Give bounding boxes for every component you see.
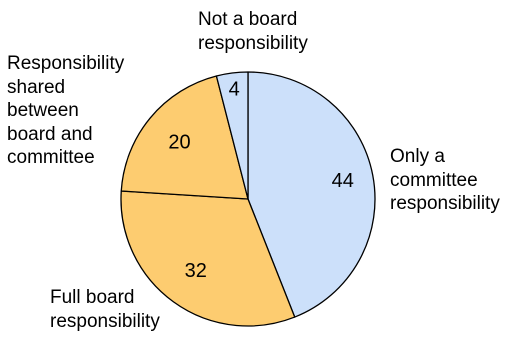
pie-slice-full-board — [120, 190, 296, 327]
value-label-full-board: 32 — [185, 260, 207, 282]
pie-slice-not-board — [215, 71, 249, 200]
slice-label-not-board: Not a board responsibility — [198, 9, 308, 54]
slice-label-full-board: Full board responsibility — [50, 287, 160, 332]
slice-label-shared: Responsibility shared between board and … — [7, 53, 125, 168]
slice-label-only-committee: Only a committee responsibility — [390, 146, 500, 214]
value-label-only-committee: 44 — [332, 170, 354, 192]
pie-slice-only-committee — [247, 71, 376, 318]
value-label-shared: 20 — [168, 131, 190, 153]
pie-slice-shared — [120, 75, 249, 200]
value-label-not-board: 4 — [229, 78, 240, 100]
